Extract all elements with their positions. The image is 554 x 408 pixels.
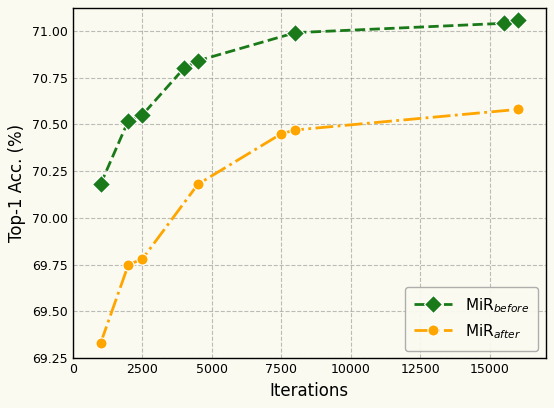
Legend: MiR$_{before}$, MiR$_{after}$: MiR$_{before}$, MiR$_{after}$ <box>405 287 538 350</box>
MiR$_{before}$ <box>125 118 132 123</box>
Line: MiR$_{after}$: MiR$_{after}$ <box>95 104 524 349</box>
MiR$_{after}$ <box>292 128 299 133</box>
MiR$_{before}$ <box>515 17 521 22</box>
Line: MiR$_{before}$: MiR$_{before}$ <box>94 13 524 191</box>
MiR$_{before}$ <box>501 21 507 26</box>
Y-axis label: Top-1 Acc. (%): Top-1 Acc. (%) <box>8 124 27 242</box>
MiR$_{before}$ <box>194 58 201 63</box>
MiR$_{after}$ <box>125 262 132 267</box>
MiR$_{after}$ <box>139 257 146 262</box>
MiR$_{before}$ <box>98 182 104 187</box>
MiR$_{before}$ <box>181 66 187 71</box>
MiR$_{after}$ <box>98 341 104 346</box>
MiR$_{after}$ <box>194 182 201 187</box>
X-axis label: Iterations: Iterations <box>270 381 349 400</box>
MiR$_{before}$ <box>292 30 299 35</box>
MiR$_{after}$ <box>278 131 285 136</box>
MiR$_{after}$ <box>515 107 521 112</box>
MiR$_{before}$ <box>139 113 146 118</box>
